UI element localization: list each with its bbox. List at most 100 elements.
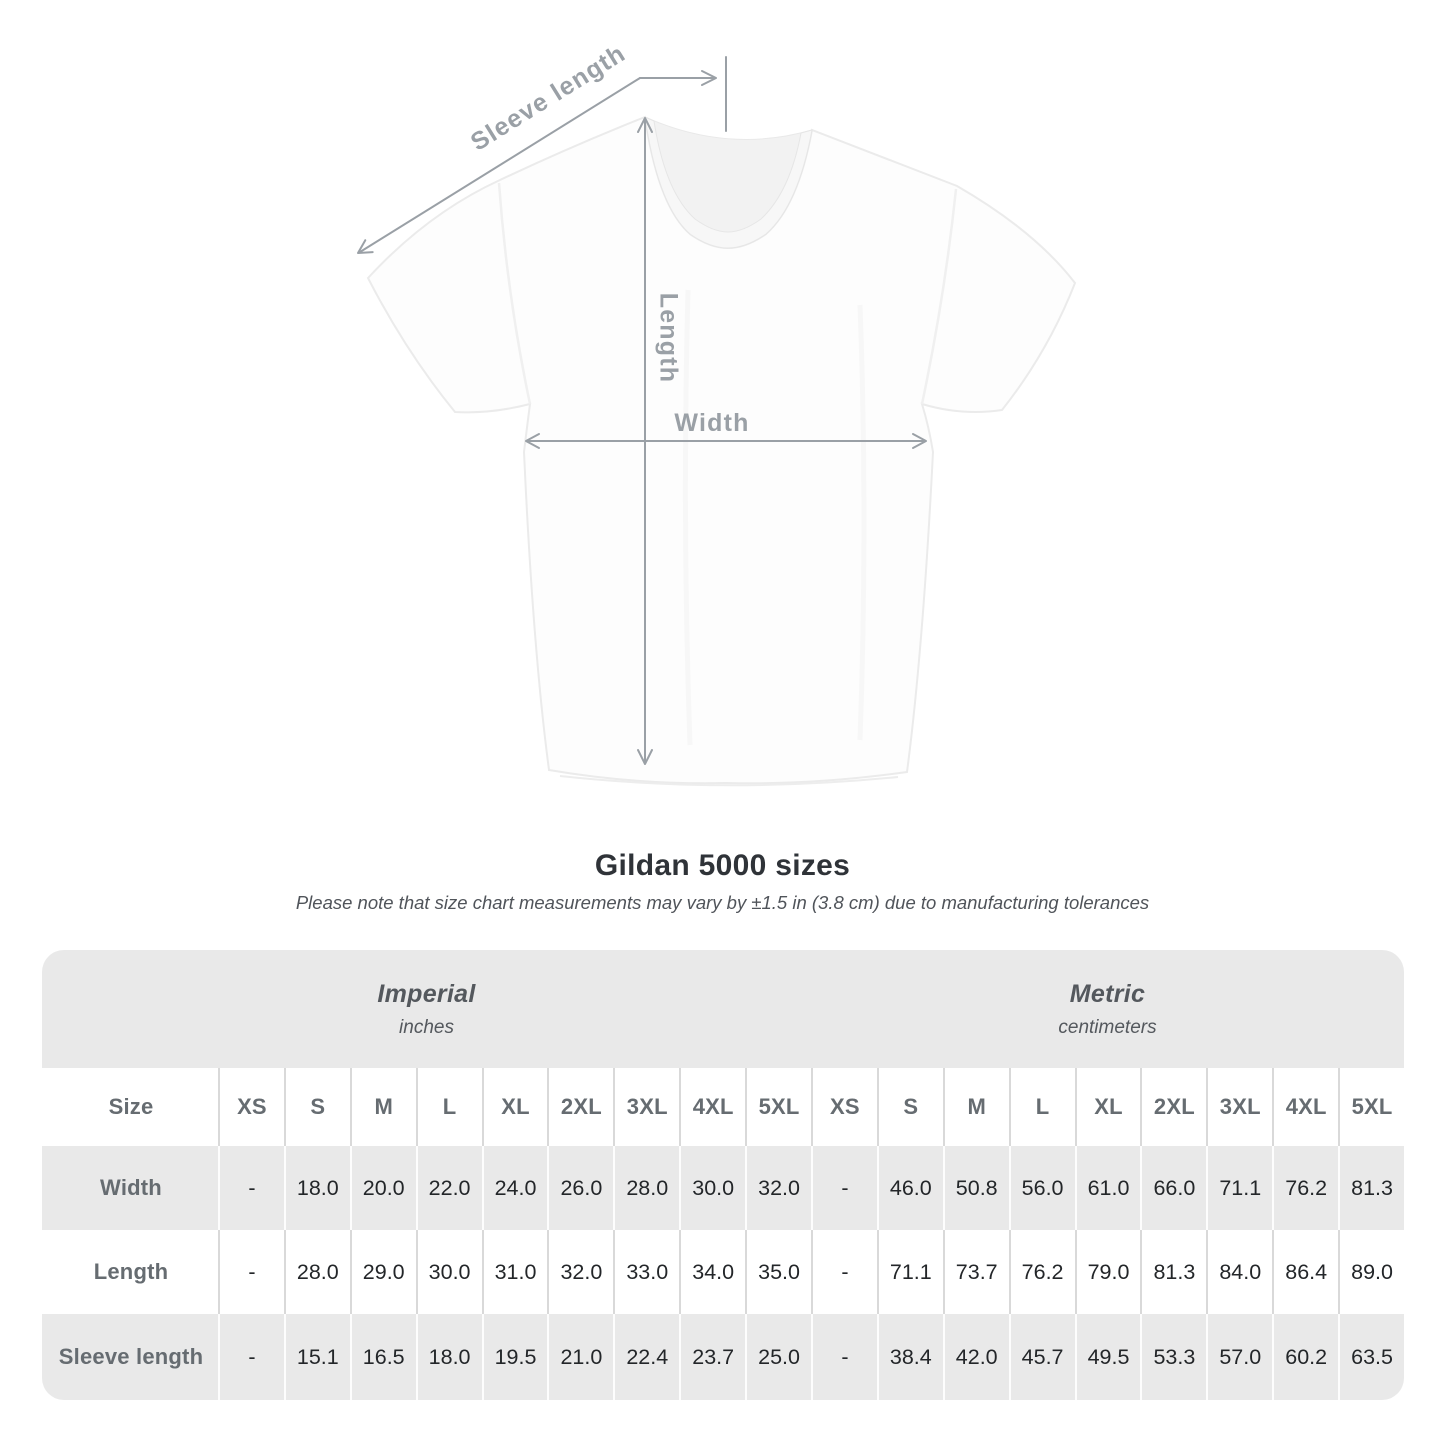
value-cell-imperial: -: [218, 1230, 284, 1314]
width-label: Width: [674, 409, 749, 437]
value-cell-metric: 71.1: [876, 1230, 943, 1314]
value-cell-imperial: 28.0: [613, 1146, 680, 1230]
value-cell-imperial: 35.0: [745, 1230, 811, 1314]
value-cell-imperial: 34.0: [679, 1230, 745, 1314]
value-cell-metric: 66.0: [1140, 1146, 1207, 1230]
value-cell-metric: 56.0: [1008, 1146, 1075, 1230]
size-header-imperial: 5XL: [745, 1068, 811, 1146]
value-cell-imperial: 28.0: [283, 1230, 350, 1314]
size-header-imperial: S: [283, 1068, 350, 1146]
value-cell-imperial: 23.7: [679, 1314, 746, 1400]
size-table: Imperial inches Metric centimeters Size X…: [42, 950, 1404, 1400]
value-cell-imperial: 30.0: [415, 1230, 482, 1314]
length-label: Length: [654, 293, 682, 384]
size-header-imperial: 2XL: [547, 1068, 613, 1146]
hem-shadow: [559, 775, 899, 787]
value-cell-metric: 76.2: [1008, 1230, 1075, 1314]
size-header-metric: L: [1008, 1068, 1075, 1146]
value-cell-metric: 60.2: [1272, 1314, 1339, 1400]
size-header-imperial: XL: [481, 1068, 548, 1146]
value-cell-metric: 42.0: [942, 1314, 1009, 1400]
size-header-metric: 4XL: [1272, 1068, 1338, 1146]
metric-header: Metric centimeters: [811, 950, 1404, 1068]
size-table-grid: Size XS S M L XL 2XL 3XL 4XL 5XL XS S M L XL 2XL 3XL 4XL 5…: [42, 1068, 1404, 1400]
size-header-metric: M: [942, 1068, 1009, 1146]
value-cell-imperial: 22.0: [415, 1146, 482, 1230]
value-cell-metric: 50.8: [942, 1146, 1009, 1230]
size-header-imperial: XS: [218, 1068, 284, 1146]
collar-band: [644, 116, 813, 249]
value-cell-imperial: 24.0: [481, 1146, 548, 1230]
value-cell-metric: -: [810, 1146, 877, 1230]
value-cell-imperial: 18.0: [415, 1314, 482, 1400]
row-label: Width: [42, 1146, 218, 1230]
value-cell-metric: 38.4: [876, 1314, 943, 1400]
value-cell-imperial: 19.5: [481, 1314, 548, 1400]
fold-line: [682, 289, 693, 746]
value-cell-imperial: 20.0: [349, 1146, 416, 1230]
value-cell-metric: 73.7: [942, 1230, 1009, 1314]
value-cell-metric: 49.5: [1074, 1314, 1141, 1400]
value-cell-imperial: -: [218, 1314, 284, 1400]
value-cell-metric: 57.0: [1206, 1314, 1273, 1400]
heading-section: Gildan 5000 sizes Please note that size …: [0, 845, 1445, 913]
value-cell-imperial: 26.0: [547, 1146, 614, 1230]
imperial-title: Imperial: [377, 979, 476, 1008]
value-cell-imperial: 32.0: [547, 1230, 613, 1314]
row-label: Length: [93, 1259, 169, 1284]
value-cell-imperial: 33.0: [613, 1230, 679, 1314]
value-cell-imperial: 15.1: [283, 1314, 350, 1400]
sleeve-seam-right: [920, 188, 958, 405]
value-cell-metric: 84.0: [1206, 1230, 1272, 1314]
value-cell-metric: 61.0: [1074, 1146, 1141, 1230]
unit-group-header-row: Imperial inches Metric centimeters: [42, 950, 1404, 1068]
size-header-metric: 2XL: [1140, 1068, 1206, 1146]
value-cell-metric: 79.0: [1074, 1230, 1141, 1314]
value-cell-imperial: 31.0: [481, 1230, 548, 1314]
value-cell-imperial: 21.0: [547, 1314, 614, 1400]
size-header-metric: S: [876, 1068, 943, 1146]
value-cell-metric: 89.0: [1338, 1230, 1404, 1314]
value-cell-imperial: 18.0: [283, 1146, 350, 1230]
size-header-metric: 3XL: [1206, 1068, 1272, 1146]
value-cell-metric: -: [810, 1314, 877, 1400]
tshirt-diagram: Sleeve length Length Width: [357, 39, 1077, 787]
size-header-metric: 5XL: [1338, 1068, 1404, 1146]
value-cell-metric: 71.1: [1206, 1146, 1273, 1230]
value-cell-metric: 45.7: [1008, 1314, 1075, 1400]
width-arrow: [525, 433, 927, 449]
value-cell-metric: 86.4: [1272, 1230, 1338, 1314]
value-cell-metric: 63.5: [1338, 1314, 1404, 1400]
sleeve-length-arrow: [357, 56, 727, 254]
value-cell-imperial: 25.0: [745, 1314, 811, 1400]
row-label: Sleeve length: [42, 1314, 218, 1400]
imperial-header: Imperial inches: [42, 950, 811, 1068]
metric-unit: centimeters: [1058, 1016, 1157, 1038]
value-cell-metric: 46.0: [876, 1146, 943, 1230]
size-header-metric: XL: [1074, 1068, 1141, 1146]
value-cell-imperial: 29.0: [349, 1230, 416, 1314]
page-title: Gildan 5000 sizes: [594, 849, 851, 882]
value-cell-metric: 76.2: [1272, 1146, 1339, 1230]
tshirt-graphic: [366, 115, 1077, 787]
size-header-imperial: M: [349, 1068, 416, 1146]
value-cell-imperial: 30.0: [679, 1146, 746, 1230]
metric-title: Metric: [1069, 979, 1146, 1008]
value-cell-imperial: 32.0: [745, 1146, 811, 1230]
imperial-unit: inches: [399, 1016, 454, 1038]
value-cell-imperial: 16.5: [349, 1314, 416, 1400]
size-header-imperial: 4XL: [679, 1068, 745, 1146]
value-cell-metric: 81.3: [1140, 1230, 1206, 1314]
value-cell-metric: 81.3: [1338, 1146, 1404, 1230]
value-cell-imperial: -: [218, 1146, 284, 1230]
size-column-header: Size: [108, 1094, 154, 1119]
size-header-imperial: L: [415, 1068, 482, 1146]
value-cell-imperial: 22.4: [613, 1314, 680, 1400]
sleeve-seam-left: [497, 182, 532, 405]
page-subtitle: Please note that size chart measurements…: [295, 892, 1150, 913]
value-cell-metric: -: [810, 1230, 877, 1314]
fold-line: [857, 304, 867, 741]
size-header-metric: XS: [810, 1068, 877, 1146]
size-header-imperial: 3XL: [613, 1068, 679, 1146]
